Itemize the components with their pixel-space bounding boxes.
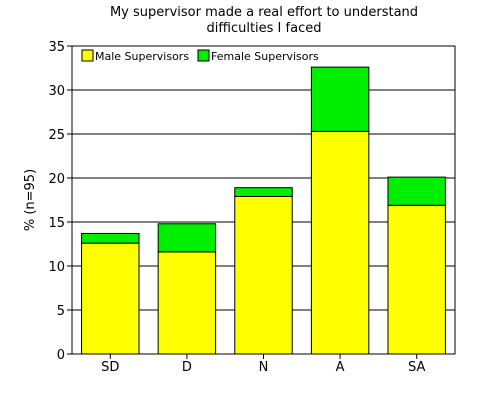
bar-segment-female <box>234 187 293 197</box>
plot-frame <box>71 45 456 355</box>
bar-segment-female <box>81 232 140 244</box>
bar-segment-male <box>81 242 140 355</box>
y-tick-label: 30 <box>48 84 65 99</box>
y-tick-label: 5 <box>57 304 65 319</box>
x-tick-label: A <box>336 360 345 375</box>
legend-swatch-female <box>197 49 210 62</box>
x-tick-label: SA <box>408 360 425 375</box>
x-tick-label: D <box>182 360 192 375</box>
bar-segment-male <box>157 251 217 355</box>
y-axis-label: % (n=95) <box>23 169 38 231</box>
bar-segment-male <box>234 195 293 355</box>
bar-segment-female <box>310 66 370 132</box>
bar-segment-female <box>387 176 446 206</box>
y-tick-label: 15 <box>48 216 65 231</box>
bar-segment-male <box>310 130 370 355</box>
y-tick-label: 25 <box>48 128 65 143</box>
y-tick-label: 10 <box>48 260 65 275</box>
legend-label-female: Female Supervisors <box>211 50 319 63</box>
y-tick-label: 35 <box>48 40 65 55</box>
x-tick-label: SD <box>101 360 119 375</box>
legend-swatch-male <box>81 49 94 62</box>
y-tick-label: 0 <box>57 348 65 363</box>
chart-title-line: difficulties I faced <box>207 21 322 36</box>
legend-label-male: Male Supervisors <box>95 50 189 63</box>
x-tick-label: N <box>259 360 269 375</box>
y-tick-label: 20 <box>48 172 65 187</box>
chart-title-line: My supervisor made a real effort to unde… <box>110 5 418 20</box>
bar-segment-male <box>387 204 446 355</box>
bar-segment-female <box>157 223 217 253</box>
